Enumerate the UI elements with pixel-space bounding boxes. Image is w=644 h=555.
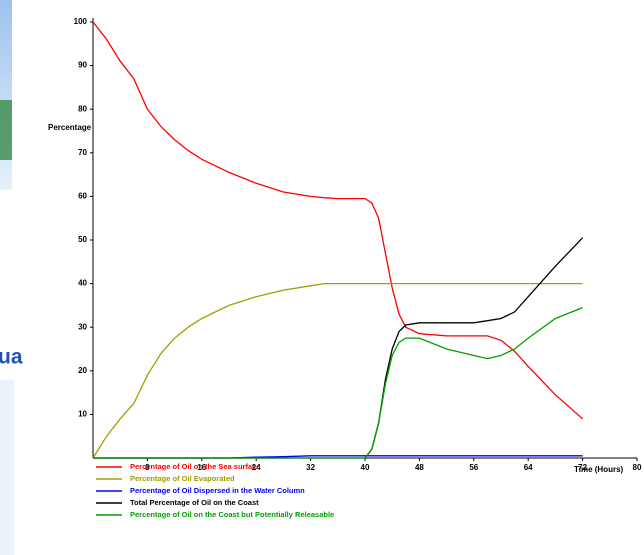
y-tick-label: 60	[78, 192, 87, 201]
y-tick-label: 50	[78, 235, 87, 244]
x-tick-label: 80	[633, 463, 642, 472]
y-axis-label: Percentage	[48, 123, 92, 132]
legend-label: Percentage of Oil Evaporated	[130, 474, 235, 483]
x-tick-label: 72	[578, 463, 587, 472]
map-fragment	[0, 100, 12, 160]
y-tick-label: 100	[74, 17, 88, 26]
x-tick-label: 40	[361, 463, 370, 472]
slide-strip	[0, 0, 12, 190]
x-tick-label: 48	[415, 463, 424, 472]
y-tick-label: 30	[78, 322, 87, 331]
y-tick-label: 40	[78, 279, 87, 288]
y-tick-label: 70	[78, 148, 87, 157]
chart: ua Percentage Time (Hours) 1020304050607…	[0, 0, 644, 555]
background	[0, 0, 644, 555]
x-tick-label: 32	[306, 463, 315, 472]
legend-label: Percentage of Oil Dispersed in the Water…	[130, 486, 305, 495]
slide-strip-bottom	[0, 380, 14, 555]
y-tick-label: 20	[78, 366, 87, 375]
x-tick-label: 56	[469, 463, 478, 472]
slide-text: ua	[0, 346, 23, 369]
y-tick-label: 90	[78, 61, 87, 70]
legend-label: Percentage of Oil on the Sea surface	[130, 462, 260, 471]
legend-label: Percentage of Oil on the Coast but Poten…	[130, 510, 334, 519]
y-tick-label: 10	[78, 410, 87, 419]
y-tick-label: 80	[78, 104, 87, 113]
legend-label: Total Percentage of Oil on the Coast	[130, 498, 259, 507]
x-tick-label: 64	[524, 463, 533, 472]
